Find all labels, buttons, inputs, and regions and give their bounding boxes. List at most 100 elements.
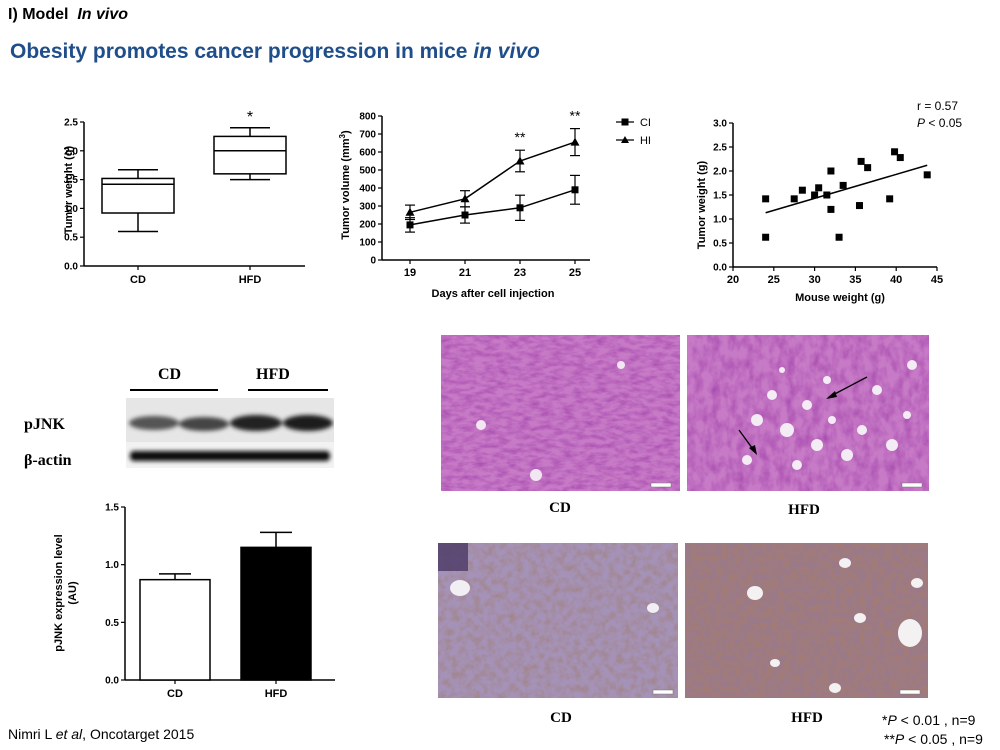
scatter-y-tick-label: 1.0 [713,215,727,226]
line-legend: CD HFD [616,117,650,147]
blot-row-label-pjnk: pJNK [24,416,65,433]
boxplot-significance-star: * [247,109,253,126]
line-ylabel: Tumor volume (mm3) [338,130,352,240]
line-ylabel-sup: 3 [338,133,347,138]
scatter-x-tick-label: 20 [727,274,739,286]
scatter-x-tick-label: 30 [808,274,820,286]
scatter-point [839,181,847,189]
scatter-x-tick-label: 40 [890,274,902,286]
slide-title-italic: in vivo [473,40,540,63]
scatter-p-rest: < 0.05 [925,116,962,130]
boxplot-y-tick-label: 1.5 [64,175,78,186]
bar-cd [139,578,211,681]
scatter-x-tick-label: 35 [849,274,861,286]
citation-source: , Oncotarget 2015 [82,726,195,742]
footnote2-rest: < 0.05 , n=9 [904,731,983,747]
scatter-y-tick-label: 2.5 [713,143,727,154]
blot-group-underline-cd [130,389,218,391]
line-point-square [571,186,579,194]
boxplot-y-tick-label: 2.5 [64,118,78,129]
line-y-tick-label: 400 [359,184,376,195]
scatter-point [855,202,863,210]
boxplot-chart: 0.0 0.5 1.0 1.5 2.0 2.5 CD HFD * Tumor weight (g… [63,109,305,286]
he-image-cd-svg [441,335,680,491]
line-x-tick-label: 21 [459,267,471,279]
scatter-chart: 0.0 0.5 1.0 1.5 2.0 2.5 3.0 20 25 30 35 40 45 Tumor … [696,99,962,304]
citation-authors: Nimri L [8,726,56,742]
he-image-cd [441,335,680,491]
boxplot-y-tick-label: 2.0 [64,146,78,157]
scatter-point [790,195,798,203]
ihc-caption-cd: CD [550,710,572,726]
line-y-tick-label: 100 [359,238,376,249]
section-label-text: I) Model [8,6,69,23]
citation: Nimri L et al, Oncotarget 2015 [8,726,194,742]
line-x-tick-label: 25 [569,267,581,279]
ihc-caption-hfd: HFD [791,710,823,726]
legend-label-cd: CD [640,117,650,129]
line-chart: 0 100 200 300 400 500 600 700 800 19 21 23 25 ** ** Tu… [338,108,650,300]
scatter-x-tick-label: 45 [931,274,943,286]
line-point-square [406,221,414,229]
line-y-tick-label: 500 [359,166,376,177]
section-label-italic: In vivo [77,6,129,23]
scatter-point [827,167,835,175]
footnote-significance-1: *P < 0.01 , n=9 [882,712,975,728]
blot-group-label-cd: CD [158,366,182,383]
scatter-y-tick-label: 0.0 [713,263,727,274]
scatter-regression-line [765,164,928,214]
line-x-tick-label: 19 [404,267,416,279]
scatter-ylabel: Tumor weight (g) [696,160,708,249]
scatter-point [811,191,819,199]
slide-title: Obesity promotes cancer progression in m… [10,40,540,64]
footnote2-prefix: ** [884,731,895,747]
scatter-point [798,186,806,194]
scatter-xlabel: Mouse weight (g) [795,292,885,304]
line-series-hfd [409,141,576,214]
line-y-tick-label: 600 [359,148,376,159]
scatter-point [827,205,835,213]
boxplot-y-tick-label: 0.5 [64,233,78,244]
scatter-point [864,164,872,172]
line-point-triangle [515,156,525,165]
line-significance-stars: ** [570,108,581,124]
scatter-point [762,195,770,203]
boxplot-x-tick-label: HFD [239,274,262,286]
bar-hfd [240,546,312,681]
scatter-y-tick-label: 2.0 [713,167,727,178]
scatter-point [923,171,931,179]
line-x-tick-label: 23 [514,267,526,279]
line-y-tick-label: 800 [359,112,376,123]
western-blot-panel: CD HFD pJNK β-actin [20,360,350,480]
line-xlabel: Days after cell injection [432,288,555,300]
line-y-tick-label: 0 [370,256,376,267]
legend-label-hfd: HFD [640,135,650,147]
line-ylabel-text: Tumor volume (mm [340,138,352,239]
scatter-x-tick-label: 25 [768,274,780,286]
bar-y-tick-label: 0.5 [105,618,119,629]
boxplot-box [213,135,287,175]
legend-square-marker [621,118,629,126]
boxplot-x-tick-label: CD [130,274,146,286]
footnote1-rest: < 0.01 , n=9 [896,712,976,728]
boxplot-ylabel: Tumor weight (g) [63,145,75,234]
footnote1-prefix: * [882,712,888,728]
line-y-tick-label: 300 [359,202,376,213]
scatter-y-tick-label: 0.5 [713,239,727,250]
bar-chart: 0.00.51.01.5CD HFD pJNK expression level … [53,503,335,700]
line-significance-stars: ** [515,129,526,145]
scatter-point [896,154,904,162]
section-label: I) Model In vivo [8,6,128,24]
slide-title-text: Obesity promotes cancer progression in m… [10,40,474,63]
blot-image [126,398,334,468]
line-point-square [461,211,469,219]
blot-row-label-actin: β-actin [24,452,72,469]
line-series-cd [409,189,576,226]
ihc-image-hfd [685,543,928,698]
footnote-significance-2: **P < 0.05 , n=9 [884,731,983,747]
line-point-square [516,204,524,212]
he-image-hfd [687,335,929,491]
line-ylabel-close: ) [340,130,352,134]
scatter-r-stat: r = 0.57 [917,99,958,113]
blot-group-underline-hfd [248,389,328,391]
